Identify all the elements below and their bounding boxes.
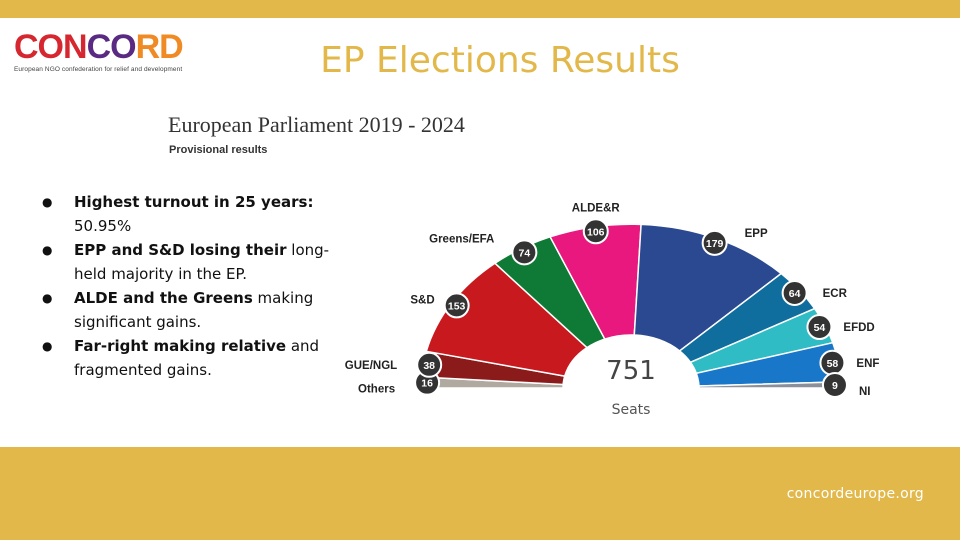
segment-label-ecr: ECR [823, 288, 848, 300]
seat-count-ecr: 64 [789, 288, 801, 300]
segment-label-efdd: EFDD [843, 322, 874, 334]
segment-label-epp: EPP [745, 228, 768, 240]
seat-count-gue-ngl: 38 [423, 360, 435, 372]
seat-count-others: 16 [421, 378, 433, 390]
segment-epp [633, 223, 783, 352]
segment-s-d [425, 262, 589, 377]
seat-count-enf: 58 [827, 358, 839, 370]
seat-count-alde-r: 106 [587, 226, 605, 238]
segment-label-alde-r: ALDE&R [572, 202, 621, 214]
bullet-item-majority: ● EPP and S&D losing their long-held majo… [40, 238, 330, 286]
segment-label-gue-ngl: GUE/NGL [345, 360, 397, 372]
seat-badge-s-d: 153 [443, 292, 470, 319]
total-seats-label: Seats [612, 402, 651, 418]
bullet-dot-icon: ● [42, 195, 53, 209]
chart-title: European Parliament 2019 - 2024 [168, 112, 465, 137]
bottom-accent-band [0, 447, 960, 540]
bullet-dot-icon: ● [42, 291, 53, 305]
concord-logo: CONCORD European NGO confederation for r… [14, 30, 190, 76]
segment-label-ni: NI [859, 386, 871, 398]
seat-badge-epp: 179 [701, 229, 728, 256]
bullet-item-gains: ● ALDE and the Greens making significant … [40, 286, 330, 334]
seat-count-efdd: 54 [814, 322, 826, 334]
bullet-item-turnout: ● Highest turnout in 25 years: 50.95% [40, 190, 330, 238]
segment-label-enf: ENF [856, 358, 879, 370]
seat-badge-efdd: 54 [806, 314, 833, 341]
seat-badge-alde-r: 106 [582, 218, 609, 245]
seat-count-s-d: 153 [448, 300, 466, 312]
seat-count-ni: 9 [832, 380, 838, 392]
hemicycle-chart: 16 38 153 74 106 179 64 54 58 9 Others GUE/NGL S&D G… [345, 202, 880, 418]
total-seats-value: 751 [606, 356, 656, 386]
seat-badge-greens-efa: 74 [511, 239, 538, 266]
seat-count-epp: 179 [706, 238, 724, 250]
seat-badge-ecr: 64 [781, 279, 808, 306]
segment-label-s-d: S&D [410, 294, 434, 306]
segment-label-greens-efa: Greens/EFA [429, 233, 494, 245]
seat-badge-gue-ngl: 38 [416, 351, 443, 378]
chart-subtitle: Provisional results [169, 144, 268, 156]
bullet-list: ● Highest turnout in 25 years: 50.95% ● EP… [40, 190, 330, 382]
seat-count-greens-efa: 74 [519, 247, 531, 259]
logo-tagline: European NGO confederation for relief an… [14, 66, 183, 73]
seat-badge-enf: 58 [819, 349, 846, 376]
bullet-dot-icon: ● [42, 243, 53, 257]
bullet-dot-icon: ● [42, 339, 53, 353]
bullet-item-far-right: ● Far-right making relative and fragmente… [40, 334, 330, 382]
logo-wordmark: CONCORD [14, 28, 184, 66]
seat-badge-ni: 9 [821, 372, 848, 399]
slide-title: EP Elections Results [320, 40, 680, 81]
segment-label-others: Others [358, 384, 395, 396]
footer-url: concordeurope.org [786, 486, 924, 502]
top-accent-band [0, 0, 960, 18]
